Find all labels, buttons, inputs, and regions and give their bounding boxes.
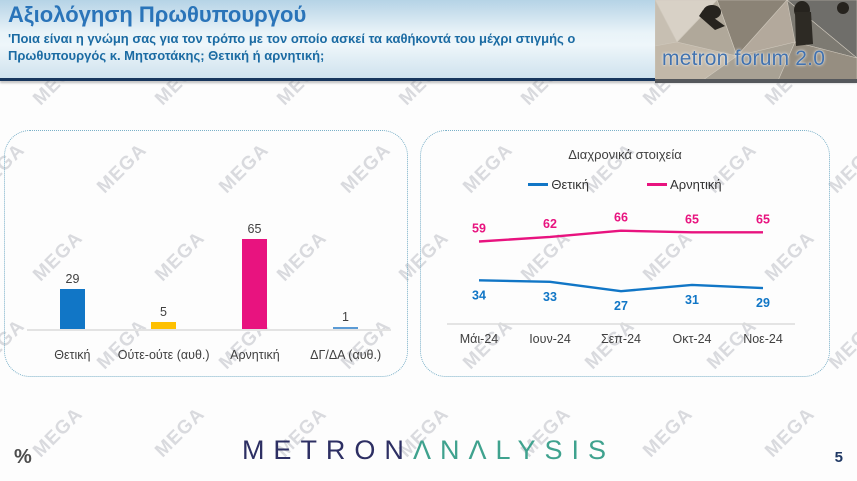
bar-slot: 65 xyxy=(209,222,300,329)
data-point-label: 29 xyxy=(756,296,770,310)
page-subtitle: 'Ποια είναι η γνώμη σας για τον τρόπο με… xyxy=(8,31,576,63)
bar-chart-plot-area: 29 5 65 1 xyxy=(27,141,391,329)
legend-line-swatch xyxy=(647,183,668,186)
series-line-Αρνητική xyxy=(478,229,763,243)
bar-value-label: 65 xyxy=(247,222,262,236)
page-number: 5 xyxy=(834,449,843,466)
bar-value-label: 1 xyxy=(342,310,349,324)
bar-category-label: Θετική xyxy=(54,348,91,362)
bar xyxy=(242,239,267,329)
legend-item: Αρνητική xyxy=(647,177,722,192)
data-point-label: 34 xyxy=(472,288,486,302)
bar-category-label: Αρνητική xyxy=(230,348,280,362)
metron-forum-logo-text: metron forum 2.0 xyxy=(662,47,826,70)
data-point-label: 62 xyxy=(543,217,557,231)
x-tick-label: Οκτ-24 xyxy=(673,332,712,346)
bar-slot: 1 xyxy=(300,310,391,329)
metron-forum-logo: metron forum 2.0 xyxy=(655,0,857,83)
metron-analysis-logo-metron: METRON xyxy=(241,435,413,465)
header-divider xyxy=(0,78,857,81)
data-point-label: 66 xyxy=(614,211,628,225)
bar xyxy=(60,289,85,329)
bar-value-label: 5 xyxy=(160,305,167,319)
data-point-label: 59 xyxy=(472,222,486,236)
bar xyxy=(333,327,358,329)
percent-unit-note: % xyxy=(14,446,32,468)
bar-chart-panel: 29 5 65 1 Θετική Ούτε-ούτε (αυθ.) Αρνητική ΔΓ/… xyxy=(4,130,408,377)
line-chart-title: Διαχρονικά στοιχεία xyxy=(568,147,682,162)
mosaic-photo xyxy=(655,0,857,83)
x-tick-label: Νοε-24 xyxy=(743,332,783,346)
data-point-label: 65 xyxy=(756,212,770,226)
bar-slot: 5 xyxy=(118,305,209,329)
bar-category-label: ΔΓ/ΔΑ (αυθ.) xyxy=(310,348,382,362)
x-tick-label: Ιουν-24 xyxy=(529,332,571,346)
legend-label: Θετική xyxy=(551,177,590,192)
data-point-label: 27 xyxy=(614,299,628,313)
series-line-Θετική xyxy=(478,279,764,293)
page-title: Αξιολόγηση Πρωθυπουργού xyxy=(8,2,307,27)
data-point-label: 31 xyxy=(685,293,699,307)
legend-line-swatch xyxy=(528,183,549,186)
data-point-label: 65 xyxy=(685,212,699,226)
metron-analysis-logo: METRONΛNΛLYSIS xyxy=(0,435,857,466)
line-chart-legend: Θετική Αρνητική xyxy=(421,177,829,192)
bar-slot: 29 xyxy=(27,272,118,329)
bar-chart-baseline xyxy=(27,329,391,331)
bar xyxy=(151,322,176,329)
line-chart-panel: Διαχρονικά στοιχεία Θετική Αρνητική Μάι-2… xyxy=(420,130,830,377)
data-point-label: 33 xyxy=(543,290,557,304)
metron-analysis-logo-analysis: ΛNΛLYSIS xyxy=(412,435,616,465)
line-chart-plot-area: Μάι-24 Ιουν-24 Σεπ-24 Οκτ-24 Νοε-24 34 33 27 31 2… xyxy=(447,211,795,346)
legend-label: Αρνητική xyxy=(670,177,722,192)
bar-category-label: Ούτε-ούτε (αυθ.) xyxy=(117,348,210,362)
x-tick-label: Σεπ-24 xyxy=(601,332,641,346)
bar-value-label: 29 xyxy=(65,272,80,286)
bar-chart-category-axis: Θετική Ούτε-ούτε (αυθ.) Αρνητική ΔΓ/ΔΑ (αυθ… xyxy=(27,348,391,362)
x-tick-label: Μάι-24 xyxy=(460,332,499,346)
legend-item: Θετική xyxy=(528,177,589,192)
